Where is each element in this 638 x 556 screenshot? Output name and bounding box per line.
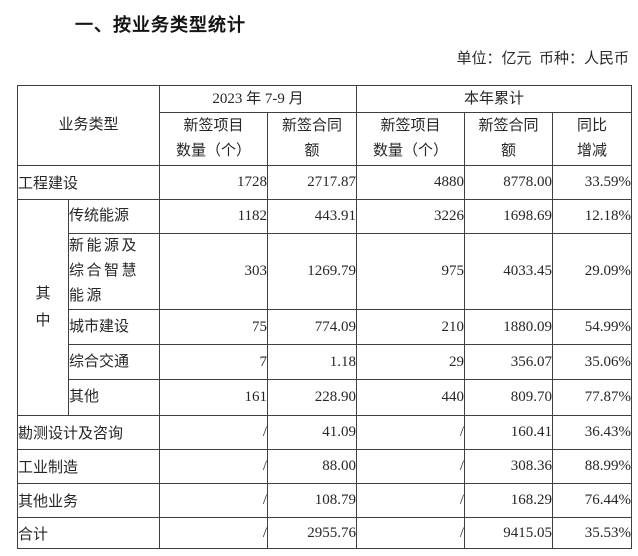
cell-q3-amount: 88.00: [267, 449, 358, 484]
cell-q3-count: 75: [159, 309, 269, 345]
cell-yoy: 77.87%: [552, 379, 633, 416]
cell-q3-amount: 2955.76: [267, 517, 358, 549]
header-columns-row: 新签项目 数量（个） 新签合同 额 新签项目 数量（个） 新签合同 额 同比 增…: [18, 112, 633, 166]
cell-q3-amount: 1.18: [267, 344, 358, 380]
row-label: 工业制造: [16, 449, 161, 484]
cell-yoy: 33.59%: [552, 165, 633, 200]
cell-ytd-count: /: [356, 415, 466, 450]
row-label: 勘测设计及咨询: [16, 415, 161, 450]
among-which-label: 其 中: [17, 199, 69, 416]
cell-yoy: 35.06%: [552, 344, 633, 380]
row-label: 工程建设: [16, 165, 161, 200]
cell-ytd-count: 975: [356, 233, 466, 310]
header-new-projects-q3: 新签项目 数量（个）: [159, 112, 269, 166]
cell-q3-count: /: [159, 415, 269, 450]
cell-ytd-amount: 160.41: [464, 415, 554, 450]
table-row-industrial-manufacturing: 工业制造 / 88.00 / 308.36 88.99%: [16, 449, 633, 484]
cell-q3-count: 1182: [159, 199, 269, 234]
cell-q3-count: /: [159, 483, 269, 518]
cell-ytd-amount: 809.70: [464, 379, 554, 416]
row-label: 传统能源: [67, 199, 161, 234]
cell-q3-amount: 774.09: [267, 309, 358, 345]
cell-ytd-count: 210: [356, 309, 466, 345]
cell-ytd-amount: 308.36: [464, 449, 554, 484]
row-label: 城市建设: [67, 309, 161, 345]
cell-ytd-count: 440: [356, 379, 466, 416]
cell-ytd-count: 4880: [356, 165, 466, 200]
cell-ytd-count: /: [356, 449, 466, 484]
cell-q3-count: 161: [159, 379, 269, 416]
table-row-other-business: 其他业务 / 108.79 / 168.29 76.44%: [16, 483, 633, 518]
cell-q3-count: 303: [159, 233, 269, 310]
statistics-table: 业务类型 2023 年 7-9 月 本年累计 新签项目 数量（个） 新签合同 额…: [16, 85, 633, 549]
header-business-type: 业务类型: [16, 85, 161, 166]
cell-yoy: 12.18%: [552, 199, 633, 234]
table-row-urban-construction: 城市建设 75 774.09 210 1880.09 54.99%: [18, 309, 633, 345]
table-row-traditional-energy: 其 中 传统能源 1182 443.91 3226 1698.69 12.18%: [17, 199, 633, 416]
cell-yoy: 35.53%: [552, 517, 633, 549]
unit-label: 单位：亿元 币种：人民币: [456, 51, 629, 67]
row-label: 其他业务: [16, 483, 161, 518]
header-new-projects-ytd: 新签项目 数量（个）: [356, 112, 466, 166]
row-label: 新能源及 综合智慧 能源: [67, 233, 161, 310]
table-row-new-energy: 新能源及 综合智慧 能源 303 1269.79 975 4033.45 29.…: [18, 233, 633, 310]
cell-yoy: 88.99%: [552, 449, 633, 484]
cell-q3-count: /: [159, 449, 269, 484]
cell-ytd-count: /: [356, 517, 466, 549]
table-row-engineering: 工程建设 1728 2717.87 4880 8778.00 33.59%: [16, 165, 633, 200]
row-label: 合计: [16, 517, 161, 549]
cell-q3-amount: 443.91: [267, 199, 358, 234]
cell-ytd-amount: 9415.05: [464, 517, 554, 549]
cell-q3-count: 7: [159, 344, 269, 380]
cell-q3-amount: 228.90: [267, 379, 358, 416]
cell-ytd-amount: 8778.00: [464, 165, 554, 200]
cell-q3-amount: 1269.79: [267, 233, 358, 310]
header-yoy: 同比 增减: [552, 112, 633, 166]
header-new-contract-ytd: 新签合同 额: [464, 112, 554, 166]
cell-ytd-amount: 4033.45: [464, 233, 554, 310]
cell-ytd-amount: 1880.09: [464, 309, 554, 345]
cell-yoy: 76.44%: [552, 483, 633, 518]
header-group-row: 业务类型 2023 年 7-9 月 本年累计: [16, 85, 633, 166]
cell-ytd-amount: 168.29: [464, 483, 554, 518]
table-row-other-sub: 其他 161 228.90 440 809.70 77.87%: [18, 379, 633, 416]
row-label: 综合交通: [67, 344, 161, 380]
table-row-total: 合计 / 2955.76 / 9415.05 35.53%: [16, 517, 633, 549]
header-new-contract-q3: 新签合同 额: [267, 112, 358, 166]
cell-q3-count: 1728: [159, 165, 269, 200]
cell-ytd-amount: 356.07: [464, 344, 554, 380]
header-period-ytd: 本年累计: [356, 85, 633, 113]
row-label: 其他: [67, 379, 161, 416]
table-row-survey-design: 勘测设计及咨询 / 41.09 / 160.41 36.43%: [16, 415, 633, 450]
cell-yoy: 29.09%: [552, 233, 633, 310]
cell-yoy: 36.43%: [552, 415, 633, 450]
header-period-q3: 2023 年 7-9 月: [159, 85, 358, 113]
cell-ytd-count: 3226: [356, 199, 466, 234]
cell-q3-amount: 108.79: [267, 483, 358, 518]
cell-yoy: 54.99%: [552, 309, 633, 345]
cell-ytd-count: 29: [356, 344, 466, 380]
cell-q3-count: /: [159, 517, 269, 549]
cell-ytd-count: /: [356, 483, 466, 518]
table-row-integrated-transport: 综合交通 7 1.18 29 356.07 35.06%: [18, 344, 633, 380]
cell-q3-amount: 2717.87: [267, 165, 358, 200]
cell-ytd-amount: 1698.69: [464, 199, 554, 234]
page-title: 一、按业务类型统计: [75, 15, 246, 35]
cell-q3-amount: 41.09: [267, 415, 358, 450]
